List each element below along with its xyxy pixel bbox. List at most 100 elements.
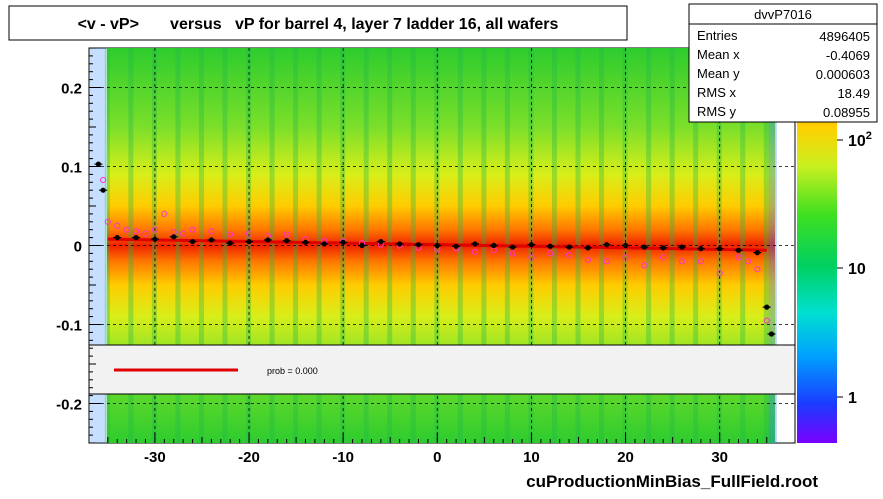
- x-tick-label: 30: [711, 449, 728, 466]
- profile-point: [698, 246, 704, 252]
- alt-profile-point: [528, 254, 535, 261]
- heatmap-stripe: [740, 48, 746, 443]
- heatmap-stripe: [269, 48, 275, 443]
- profile-point: [265, 237, 271, 243]
- profile-point: [434, 242, 440, 249]
- alt-profile-point: [565, 251, 573, 259]
- y-tick-label: 0.1: [61, 160, 82, 177]
- heatmap-stripe: [763, 48, 769, 443]
- z-tick-label: 10: [848, 261, 866, 278]
- stats-value: 4896405: [819, 29, 870, 44]
- profile-point: [95, 161, 102, 167]
- chart-title: <v - vP> versus vP for barrel 4, layer 7…: [78, 16, 559, 33]
- alt-profile-point: [716, 270, 723, 277]
- profile-point: [717, 246, 723, 252]
- profile-points: [94, 161, 776, 337]
- alt-profile-point: [189, 226, 196, 233]
- alt-profile-point: [735, 254, 742, 261]
- profile-point: [302, 239, 309, 245]
- heatmap-stripe: [128, 48, 134, 443]
- alt-profile-point: [104, 218, 111, 225]
- alt-profile-point: [509, 250, 516, 257]
- heatmap-stripe: [222, 48, 228, 443]
- alt-profile-point: [697, 258, 704, 265]
- heatmap-stripe: [198, 48, 204, 443]
- profile-point: [189, 238, 196, 245]
- stats-box: dvvP7016 Entries 4896405 Mean x -0.4069 Mean…: [688, 3, 878, 123]
- profile-point: [491, 242, 497, 249]
- x-tick-label: -10: [332, 449, 354, 466]
- alt-profile-point: [227, 231, 234, 238]
- heatmap-stripe: [246, 48, 252, 443]
- profile-point: [397, 241, 403, 247]
- y-tick-label: 0: [74, 239, 82, 256]
- profile-point: [171, 234, 177, 240]
- y-tick-label: -0.2: [56, 397, 82, 414]
- stats-value: 18.49: [837, 86, 870, 101]
- heatmap-stripe: [175, 48, 181, 443]
- heatmap-edge: [768, 48, 777, 443]
- alt-profile-point: [678, 258, 686, 265]
- x-tick-label: 20: [617, 449, 634, 466]
- x-tick-label: 10: [523, 449, 540, 466]
- grid-lines: [89, 48, 795, 443]
- y-axis: -0.2 -0.1 0 0.1 0.2: [56, 47, 101, 444]
- heatmap-stripe: [151, 48, 157, 443]
- alt-profile-point: [744, 258, 752, 265]
- profile-point: [284, 238, 290, 244]
- stats-title: dvvP7016: [754, 7, 812, 22]
- stats-value: 0.08955: [823, 105, 870, 120]
- z-tick-label: 1: [848, 390, 857, 407]
- alt-profile-point: [660, 254, 667, 261]
- profile-point: [509, 244, 516, 250]
- z-axis: 1 10 102: [837, 130, 872, 407]
- alt-profile-point: [132, 228, 140, 235]
- alt-profile-point: [100, 176, 107, 184]
- footer-filename: cuProductionMinBias_FullField.root: [526, 472, 818, 491]
- profile-point: [340, 239, 346, 245]
- x-tick-label: -20: [238, 449, 260, 466]
- alt-profile-point: [114, 222, 121, 229]
- profile-point: [528, 242, 535, 248]
- alt-profile-point: [603, 258, 610, 265]
- profile-point: [453, 243, 459, 249]
- alt-profile-point: [142, 230, 149, 237]
- y-tick-label: -0.1: [56, 318, 82, 335]
- profile-point: [208, 237, 214, 243]
- profile-point: [768, 331, 775, 337]
- stats-value: 0.000603: [816, 67, 870, 82]
- profile-point: [622, 242, 629, 249]
- alt-profile-point: [754, 266, 761, 273]
- z-tick-label: 102: [848, 130, 872, 150]
- legend-fit-label: prob = 0.000: [267, 366, 318, 376]
- y-tick-label: 0.2: [61, 81, 82, 98]
- alt-profile-point: [641, 262, 648, 269]
- stats-label: Entries: [697, 28, 738, 43]
- profile-point: [547, 243, 553, 249]
- profile-point: [660, 245, 666, 251]
- stats-label: RMS x: [697, 85, 737, 100]
- z-tick-exponent: 2: [866, 130, 872, 142]
- profile-point: [321, 241, 327, 247]
- alt-profile-point: [584, 256, 592, 263]
- profile-point: [378, 238, 384, 245]
- profile-point: [227, 240, 233, 246]
- profile-point: [679, 244, 685, 250]
- alt-profile-point: [180, 230, 187, 237]
- profile-point: [246, 238, 252, 245]
- profile-point: [735, 247, 742, 253]
- profile-point: [152, 236, 158, 242]
- alt-profile-point: [622, 254, 629, 261]
- alt-profile-point: [547, 250, 554, 257]
- profile-point: [754, 250, 760, 256]
- x-axis: -30 -20 -10 0 10 20 30: [107, 433, 768, 466]
- alt-profile-point: [161, 210, 168, 217]
- profile-point: [100, 187, 106, 193]
- profile-point: [641, 244, 647, 250]
- alt-profile-point: [763, 317, 770, 324]
- profile-point: [114, 235, 120, 241]
- stats-label: Mean x: [697, 47, 740, 62]
- alt-profile-point: [245, 230, 253, 237]
- profile-point: [764, 304, 770, 310]
